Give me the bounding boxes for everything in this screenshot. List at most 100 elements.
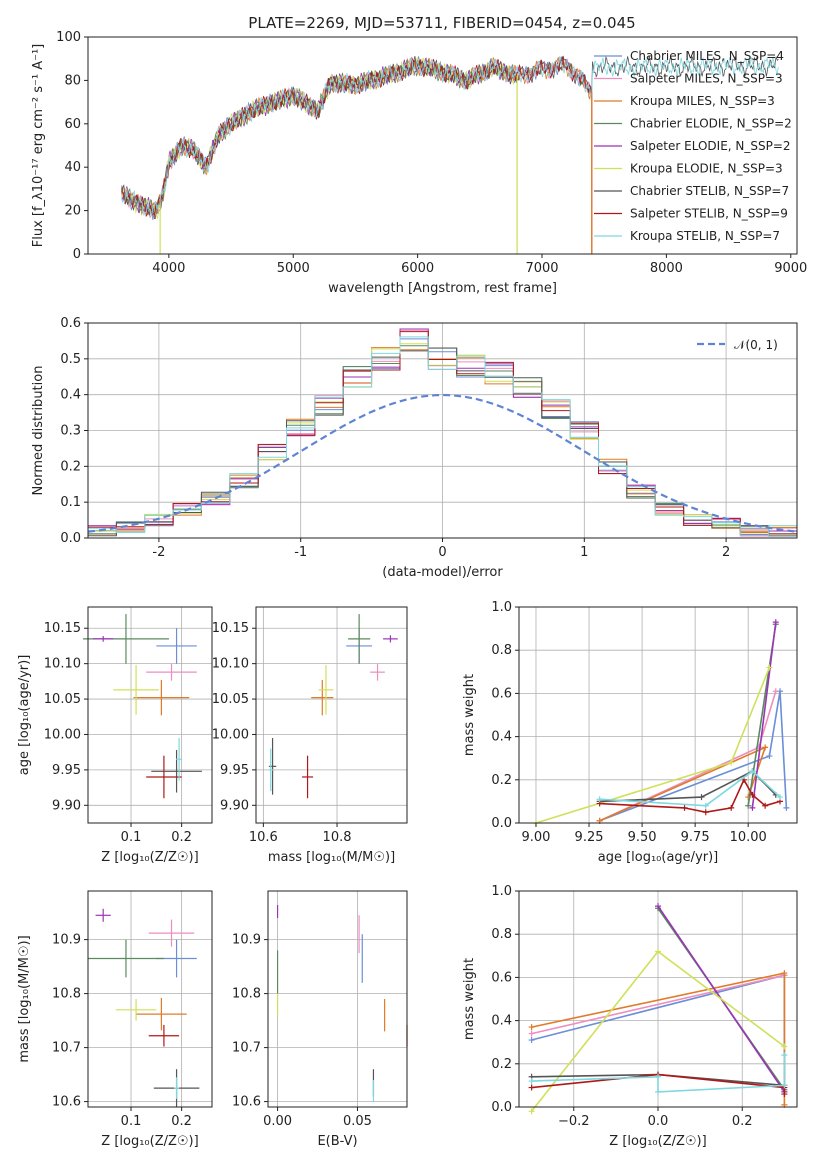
x-tick-label: 0.2 (732, 1114, 753, 1129)
y-tick-label: 9.90 (52, 798, 81, 813)
x-tick-label: -2 (152, 545, 165, 560)
y-tick-label: 10.9 (52, 933, 81, 948)
y-tick-label: 0.0 (60, 531, 81, 546)
weight-series-line (599, 691, 788, 822)
y-tick-label: 10.10 (212, 657, 249, 672)
y-tick-label: 1.0 (491, 600, 512, 615)
weight-point-marker (698, 794, 705, 801)
y-tick-label: 10.00 (44, 727, 81, 742)
x-tick-label: 0 (438, 545, 446, 560)
weight-point-marker (749, 791, 756, 798)
weight-point-marker (762, 744, 769, 751)
weight-point-marker (781, 1043, 788, 1050)
x-tick-label: 10.00 (730, 830, 767, 845)
y-axis-label: Normed distribution (31, 366, 46, 496)
spectrum-series-line (121, 55, 779, 220)
weight-point-marker (528, 1024, 535, 1031)
x-tick-label: 0.0 (648, 1114, 669, 1129)
weight-point-marker (749, 768, 756, 775)
y-tick-label: 10.00 (212, 727, 249, 742)
spectrum-series-line (121, 57, 518, 254)
x-axis-label: mass [log₁₀(M/M☉)] (268, 850, 395, 865)
y-tick-label: 10.6 (232, 1095, 261, 1110)
y-tick-label: 0.1 (60, 495, 81, 510)
weight-series-line (531, 974, 785, 1035)
weight-series-line (599, 745, 767, 822)
plot-frame (267, 890, 408, 1108)
y-tick-label: 0.3 (60, 424, 81, 439)
weight-point-marker (728, 759, 735, 766)
x-tick-label: 6000 (401, 261, 434, 276)
x-tick-label: -1 (294, 545, 307, 560)
mass-vs-ebv-panel: 0.00 0.05 10.6 10.7 10.8 10.9 E(B-V) (232, 890, 408, 1149)
y-tick-label: 0.6 (491, 686, 512, 701)
legend-label: Chabrier MILES, N_SSP=4 (630, 49, 784, 63)
y-tick-label: 0.4 (491, 730, 512, 745)
y-tick-label: 10.10 (44, 657, 81, 672)
histogram-series (87, 336, 797, 538)
weight-point-marker (745, 802, 752, 809)
y-tick-label: 80 (64, 73, 81, 88)
y-tick-label: 0.8 (491, 927, 512, 942)
y-tick-label: 10.05 (44, 692, 81, 707)
legend-label: Kroupa ELODIE, N_SSP=3 (630, 162, 783, 176)
weight-point-marker (772, 619, 779, 626)
panels: 4000 5000 6000 7000 8000 9000020406080100wave… (17, 30, 807, 1149)
x-tick-label: 5000 (277, 261, 310, 276)
y-tick-label: 0.4 (60, 388, 81, 403)
y-axis-label: mass weight (462, 674, 477, 756)
weight-point-marker (772, 688, 779, 695)
x-tick-label: 0.1 (121, 830, 142, 845)
spectrum-panel: 4000 5000 6000 7000 8000 9000 0 20 40 60 80 100 wave… (31, 30, 807, 296)
y-tick-label: 10.7 (232, 1041, 261, 1056)
y-tick-label: 10.15 (44, 621, 81, 636)
spectrum-series-line (121, 57, 518, 254)
x-tick-label: 9.50 (628, 830, 657, 845)
x-tick-label: 9.00 (522, 830, 551, 845)
legend-label: Chabrier STELIB, N_SSP=7 (630, 184, 789, 198)
x-tick-label: 10.6 (249, 830, 278, 845)
weight-series-line (599, 770, 781, 807)
plot-frame (87, 890, 213, 1108)
legend-label: Kroupa STELIB, N_SSP=7 (630, 229, 780, 243)
x-tick-label: −0.2 (558, 1114, 590, 1129)
x-tick-label: 1 (580, 545, 588, 560)
x-axis-label: Z [log₁₀(Z/Z☉)] (101, 850, 198, 865)
y-tick-label: 0.0 (491, 1100, 512, 1115)
y-tick-label: 0.4 (491, 1014, 512, 1029)
y-tick-label: 20 (64, 204, 81, 219)
x-tick-label: 0.05 (343, 1114, 372, 1129)
age-vs-mass-panel: 10.6 10.8 9.90 9.95 10.00 10.05 10.10 10.15 mass… (212, 606, 408, 865)
y-tick-label: 40 (64, 160, 81, 175)
legend-label: Salpeter ELODIE, N_SSP=2 (630, 139, 791, 153)
y-tick-label: 10.6 (52, 1095, 81, 1110)
spectrum-series-line (121, 58, 518, 254)
age-vs-Z-panel: 0.1 0.2 9.90 9.95 10.00 10.05 10.10 10.15 Z [log… (17, 606, 213, 865)
y-tick-label: 60 (64, 117, 81, 132)
weight-point-marker (762, 802, 769, 809)
weight-point-marker (596, 796, 603, 803)
mass-vs-Z-panel: 0.1 0.2 10.6 10.7 10.8 10.9 Z [log₁₀(Z/Z☉)] mas… (17, 890, 213, 1149)
x-tick-label: 9.75 (681, 830, 710, 845)
weight-point-marker (655, 1088, 661, 1095)
weight-point-marker (702, 809, 709, 816)
weight-series-line (751, 622, 777, 808)
spectrum-series-line (121, 55, 779, 217)
plot-frame (87, 36, 798, 255)
weight-point-marker (528, 1078, 535, 1085)
x-axis-label: E(B-V) (317, 1134, 357, 1149)
y-tick-label: 0.6 (491, 970, 512, 985)
weight-point-marker (766, 753, 773, 760)
y-tick-label: 9.95 (52, 763, 81, 778)
y-tick-label: 0.5 (60, 352, 81, 367)
y-axis-label: Flux [f_λ10⁻¹⁷ erg cm⁻² s⁻¹ A⁻¹] (31, 44, 46, 248)
weight-series-line (531, 1073, 786, 1094)
plot-frame (518, 606, 798, 824)
y-tick-label: 0.8 (491, 643, 512, 658)
x-tick-label: 9.25 (575, 830, 604, 845)
legend-label: Salpeter MILES, N_SSP=3 (630, 72, 783, 86)
x-tick-label: 2 (722, 545, 730, 560)
y-axis-label: mass [log₁₀(M/M☉)] (17, 935, 32, 1062)
x-axis-label: age [log₁₀(age/yr)] (598, 850, 719, 865)
weight-point-marker (702, 802, 709, 809)
